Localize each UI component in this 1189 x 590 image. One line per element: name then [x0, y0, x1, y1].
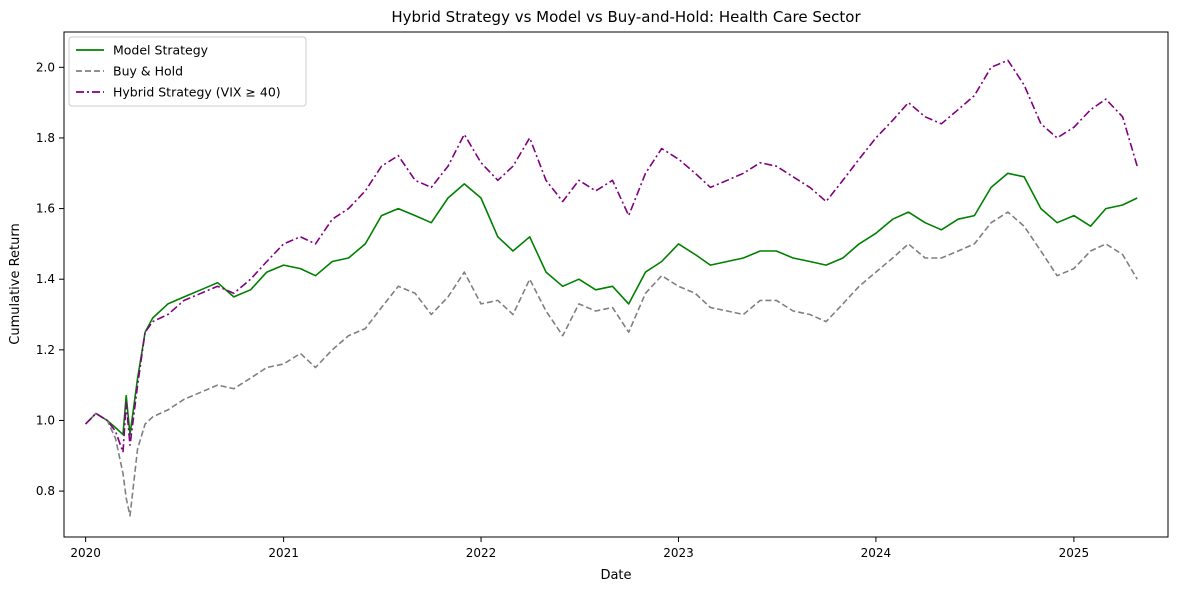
series-line-1 — [85, 172, 1138, 436]
chart-title: Hybrid Strategy vs Model vs Buy-and-Hold… — [391, 8, 861, 26]
x-tick-label: 2025 — [1059, 546, 1090, 560]
legend-box — [68, 36, 307, 107]
plot-area-frame — [63, 31, 1169, 538]
legend-label-3: Hybrid Strategy (VIX ≥ 40) — [113, 85, 281, 100]
legend-label-1: Model Strategy — [113, 43, 209, 58]
legend: Model Strategy Buy & Hold Hybrid Strategy … — [68, 36, 307, 107]
x-tick-label: 2022 — [466, 546, 497, 560]
x-tick-label: 2023 — [663, 546, 694, 560]
y-axis-label: Cumulative Return — [8, 223, 23, 344]
y-tick-label: 0.8 — [36, 484, 55, 498]
x-tick-label: 2020 — [70, 546, 101, 560]
y-tick-label: 2.0 — [36, 60, 55, 74]
series-line-3 — [85, 59, 1138, 454]
y-tick-label: 1.2 — [36, 343, 55, 357]
legend-label-2: Buy & Hold — [113, 64, 183, 79]
y-tick-label: 1.6 — [36, 202, 55, 216]
legend-entries: Model Strategy Buy & Hold Hybrid Strategy … — [76, 43, 281, 100]
x-axis-label: Date — [600, 568, 631, 583]
y-tick-label: 1.8 — [36, 131, 55, 145]
x-tick-label: 2024 — [861, 546, 892, 560]
y-axis: 0.8 1.0 1.2 1.4 1.6 1.8 2.0 — [36, 60, 64, 498]
x-axis: 2020 2021 2022 2023 2024 2025 — [70, 537, 1089, 560]
y-tick-label: 1.0 — [36, 413, 55, 427]
x-tick-label: 2021 — [268, 546, 299, 560]
series-layer — [85, 59, 1138, 517]
y-tick-label: 1.4 — [36, 272, 55, 286]
series-line-2 — [85, 211, 1138, 517]
